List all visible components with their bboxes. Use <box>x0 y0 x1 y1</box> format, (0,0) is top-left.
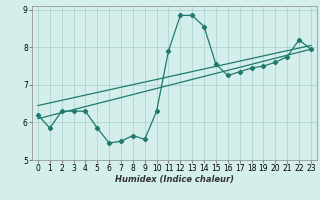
X-axis label: Humidex (Indice chaleur): Humidex (Indice chaleur) <box>115 175 234 184</box>
